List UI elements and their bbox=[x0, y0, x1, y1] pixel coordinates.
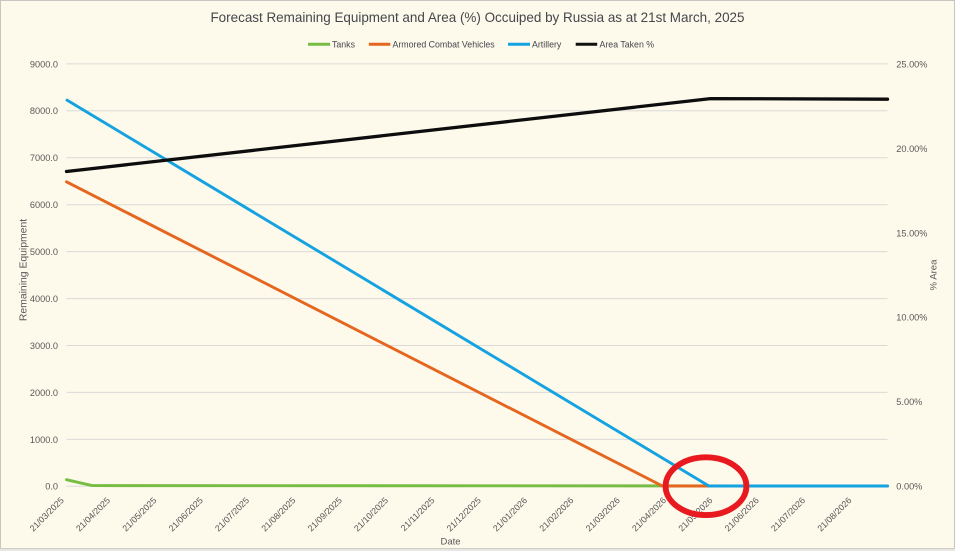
svg-text:9000.0: 9000.0 bbox=[30, 59, 58, 69]
svg-text:0.00%: 0.00% bbox=[896, 482, 922, 492]
svg-text:Forecast Remaining Equipment a: Forecast Remaining Equipment and Area (%… bbox=[210, 10, 744, 25]
svg-text:Remaining Equipment: Remaining Equipment bbox=[19, 219, 30, 321]
svg-text:8000.0: 8000.0 bbox=[30, 106, 58, 116]
svg-text:Area Taken %: Area Taken % bbox=[600, 40, 655, 50]
svg-text:0.0: 0.0 bbox=[45, 482, 58, 492]
svg-text:10.00%: 10.00% bbox=[896, 313, 927, 323]
svg-text:25.00%: 25.00% bbox=[896, 59, 927, 69]
svg-text:6000.0: 6000.0 bbox=[30, 200, 58, 210]
svg-text:Artillery: Artillery bbox=[532, 40, 562, 50]
svg-text:7000.0: 7000.0 bbox=[30, 153, 58, 163]
svg-text:2000.0: 2000.0 bbox=[30, 388, 58, 398]
svg-text:Armored Combat Vehicles: Armored Combat Vehicles bbox=[393, 40, 496, 50]
svg-text:3000.0: 3000.0 bbox=[30, 341, 58, 351]
svg-text:20.00%: 20.00% bbox=[896, 144, 927, 154]
svg-text:15.00%: 15.00% bbox=[896, 228, 927, 238]
svg-text:1000.0: 1000.0 bbox=[30, 435, 58, 445]
svg-text:5.00%: 5.00% bbox=[896, 397, 922, 407]
svg-text:Tanks: Tanks bbox=[332, 40, 356, 50]
svg-text:Date: Date bbox=[440, 537, 460, 548]
svg-text:5000.0: 5000.0 bbox=[30, 247, 58, 257]
svg-text:4000.0: 4000.0 bbox=[30, 294, 58, 304]
svg-text:% Area: % Area bbox=[929, 259, 940, 291]
